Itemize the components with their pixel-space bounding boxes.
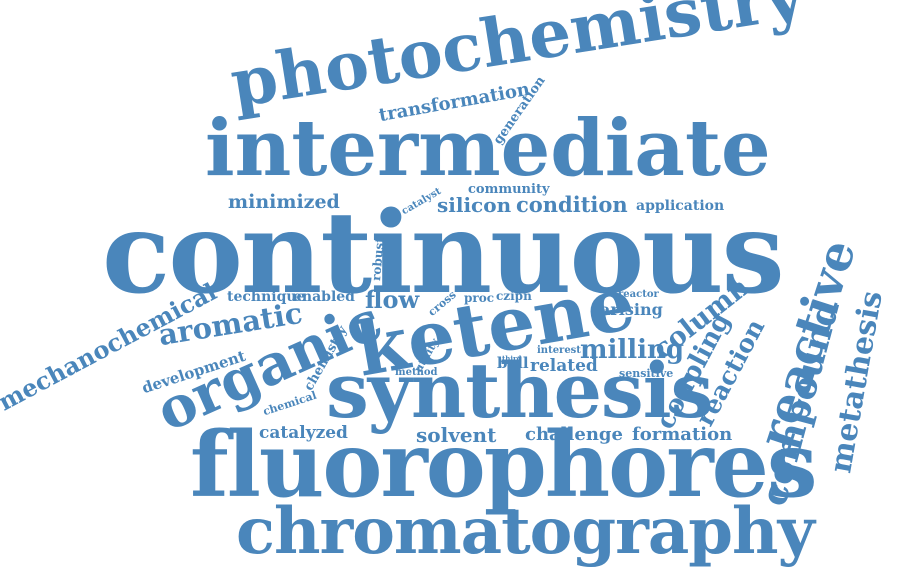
word-sensitive: sensitive	[619, 367, 674, 380]
word-silicon: silicon	[437, 193, 512, 217]
word-challenge: challenge	[525, 424, 623, 445]
word-catalyzed: catalyzed	[259, 423, 348, 443]
word-technique: technique	[227, 289, 306, 305]
word-interest: interest	[537, 345, 581, 356]
word-flow: flow	[365, 285, 420, 314]
word-reactor: reactor	[618, 289, 659, 300]
word-synthesis: synthesis	[326, 346, 713, 435]
word-community: community	[468, 182, 550, 197]
word-continuous: continuous	[102, 188, 785, 319]
word-enabled: enabled	[293, 289, 355, 305]
word-related: related	[530, 356, 598, 376]
word-third: third	[502, 354, 522, 363]
word-minimized: minimized	[228, 191, 340, 213]
word-arising: arising	[600, 300, 663, 319]
word-ball: ball	[497, 354, 529, 372]
word-formation: formation	[632, 424, 733, 445]
word-proc: proc	[464, 291, 495, 305]
word-chromatography: chromatography	[236, 494, 815, 569]
word-czipn: czipn	[496, 289, 532, 303]
word-condition: condition	[516, 192, 628, 217]
word-milling: milling	[580, 335, 685, 365]
word-application: application	[636, 198, 725, 214]
word-intermediate: intermediate	[205, 103, 771, 194]
word-solvent: solvent	[416, 423, 497, 447]
word-robust: robust	[368, 236, 387, 282]
word-fluorophores: fluorophores	[190, 412, 818, 518]
word-method: method	[395, 367, 438, 378]
